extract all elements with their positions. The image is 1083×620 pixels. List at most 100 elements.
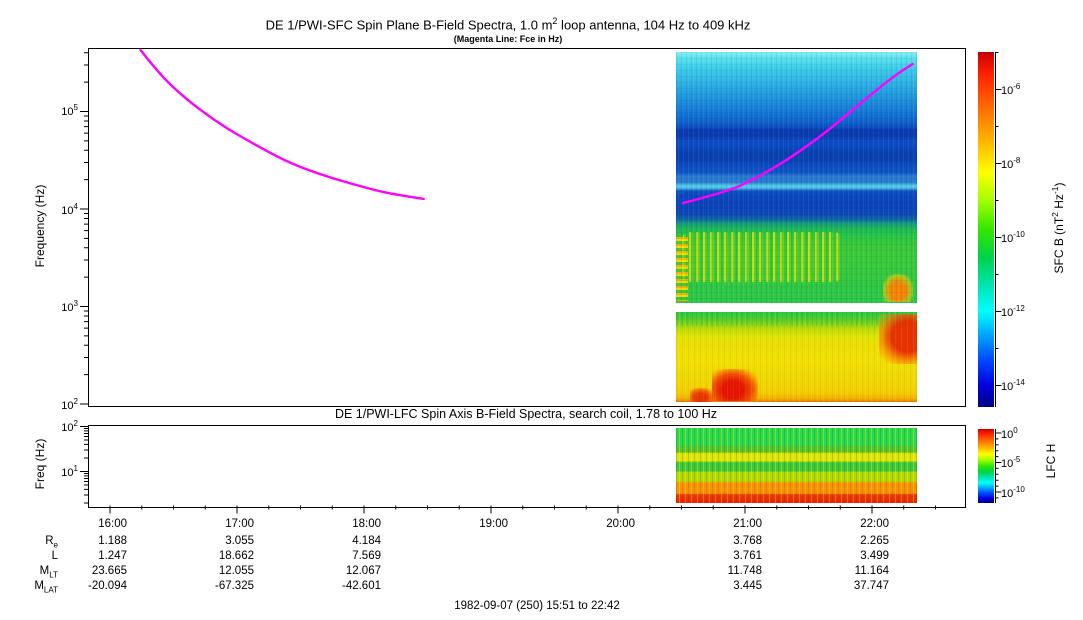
row-label-sub: e <box>53 540 58 550</box>
sfc-ytick-1e5: 105 <box>44 101 78 119</box>
tick-exp: -6 <box>1013 82 1021 92</box>
sfc-ytick-1e2: 102 <box>44 395 78 413</box>
row-label-main: M <box>34 580 44 592</box>
tick-base: 10 <box>1001 487 1014 500</box>
sfc-spectrogram-lower-band <box>676 312 917 402</box>
cbar-label-part: SFC B (nT <box>1052 216 1066 274</box>
row-label-main: M <box>39 565 50 577</box>
sfc-cbar-tick-1e-12: 10-12 <box>1001 302 1025 320</box>
tick-exp: -8 <box>1013 156 1021 166</box>
sfc-cbar-tick-1e-8: 10-8 <box>1001 154 1020 172</box>
sfc-cbar-tick-1e-14: 10-14 <box>1001 376 1025 394</box>
ephemeris-value: 3.445 <box>733 580 762 592</box>
cbar-label-sup: 2 <box>1050 212 1060 217</box>
tick-base: 10 <box>61 399 74 412</box>
sfc-panel <box>88 48 966 407</box>
ephemeris-value: 11.748 <box>727 565 762 577</box>
sfc-y-axis-label: Frequency (Hz) <box>33 184 47 268</box>
lfc-spectrogram <box>676 428 917 503</box>
lfc-panel <box>88 425 966 508</box>
figure-title-text2: loop antenna, 104 Hz to 409 kHz <box>557 17 751 33</box>
ephemeris-value: -42.601 <box>341 580 381 592</box>
cbar-label-sup: -1 <box>1050 186 1060 195</box>
xtick-label: 20:00 <box>606 518 635 530</box>
ephemeris-value: 23.665 <box>91 565 127 577</box>
lfc-cbar-tick-1e-10: 10-10 <box>1001 483 1025 501</box>
ephemeris-value: 3.761 <box>733 550 762 562</box>
lfc-cbar-tick-1e0: 100 <box>1001 424 1018 442</box>
tick-base: 10 <box>1001 457 1014 470</box>
tick-base: 10 <box>61 421 74 434</box>
tick-base: 10 <box>61 105 74 118</box>
xtick-label: 21:00 <box>733 518 762 530</box>
tick-base: 10 <box>1001 428 1014 441</box>
tick-base: 10 <box>1001 380 1014 393</box>
ephemeris-value: 2.265 <box>860 535 889 547</box>
lfc-texture <box>676 428 917 503</box>
date-range-label: 1982-09-07 (250) 15:51 to 22:42 <box>454 600 620 612</box>
xtick-label: 16:00 <box>98 518 127 530</box>
row-label-sub: LT <box>49 570 58 580</box>
xtick-label: 17:00 <box>225 518 254 530</box>
tick-base: 10 <box>61 204 74 217</box>
figure-title-sup: 2 <box>552 16 558 26</box>
ephemeris-value: 1.188 <box>98 535 127 547</box>
ephemeris-row-label-mlat: MLAT <box>18 580 58 596</box>
ephemeris-value: 7.569 <box>352 550 381 562</box>
tick-exp: -12 <box>1013 304 1025 314</box>
xtick-label: 18:00 <box>352 518 381 530</box>
lfc-colorbar-label: LFC H <box>1044 443 1058 479</box>
ephemeris-row-label-mlt: MLT <box>18 565 58 581</box>
ephemeris-value: -20.094 <box>87 580 127 592</box>
ephemeris-value: 4.184 <box>352 535 381 547</box>
ephemeris-value: 3.055 <box>225 535 254 547</box>
figure-title-text: DE 1/PWI-SFC Spin Plane B-Field Spectra,… <box>265 17 553 33</box>
tick-exp: 1 <box>73 464 78 474</box>
tick-exp: 2 <box>73 419 78 429</box>
sfc-upper-texture <box>676 52 917 303</box>
tick-exp: 4 <box>73 202 78 212</box>
lfc-ytick-1e1: 101 <box>44 462 78 480</box>
figure-title: DE 1/PWI-SFC Spin Plane B-Field Spectra,… <box>88 16 928 32</box>
tick-base: 10 <box>1001 84 1014 97</box>
cbar-label-part: Hz <box>1052 194 1066 213</box>
tick-base: 10 <box>1001 232 1014 245</box>
ephemeris-value: 18.662 <box>218 550 254 562</box>
ephemeris-value: 11.164 <box>854 565 889 577</box>
ephemeris-value: 3.768 <box>733 535 762 547</box>
tick-base: 10 <box>1001 158 1014 171</box>
ephemeris-value: 3.499 <box>860 550 889 562</box>
xtick-label: 22:00 <box>860 518 889 530</box>
sfc-ytick-1e4: 104 <box>44 200 78 218</box>
lfc-cbar-tick-1e-5: 10-5 <box>1001 453 1020 471</box>
tick-exp: -14 <box>1013 378 1025 388</box>
row-label-sub: LAT <box>43 585 58 595</box>
xtick-label: 19:00 <box>479 518 508 530</box>
tick-base: 10 <box>61 466 74 479</box>
sfc-cbar-tick-1e-6: 10-6 <box>1001 80 1020 98</box>
ephemeris-row-label-l: L <box>18 550 58 566</box>
tick-exp: 5 <box>73 103 78 113</box>
sfc-colorbar-label: SFC B (nT2 Hz-1) <box>1050 183 1066 274</box>
tick-exp: 3 <box>73 299 78 309</box>
tick-exp: -10 <box>1013 230 1025 240</box>
sfc-lower-texture <box>676 312 917 402</box>
sfc-colorbar <box>978 52 994 407</box>
row-label-main: R <box>45 535 54 547</box>
lfc-ytick-1e2: 102 <box>44 417 78 435</box>
tick-exp: -5 <box>1013 455 1021 465</box>
lfc-panel-title: DE 1/PWI-LFC Spin Axis B-Field Spectra, … <box>334 407 718 421</box>
tick-exp: 2 <box>73 397 78 407</box>
figure-subtitle: (Magenta Line: Fce in Hz) <box>453 34 563 44</box>
ephemeris-value: 37.747 <box>853 580 889 592</box>
ephemeris-value: 1.247 <box>98 550 127 562</box>
ephemeris-value: 12.055 <box>218 565 254 577</box>
ephemeris-row-label-re: Re <box>18 535 58 551</box>
ephemeris-value: 12.067 <box>345 565 381 577</box>
lfc-colorbar <box>978 429 994 503</box>
sfc-spectrogram-upper-band <box>676 52 917 303</box>
row-label-main: L <box>51 550 58 562</box>
cbar-label-part: ) <box>1052 182 1066 187</box>
ephemeris-value: -67.325 <box>214 580 254 592</box>
